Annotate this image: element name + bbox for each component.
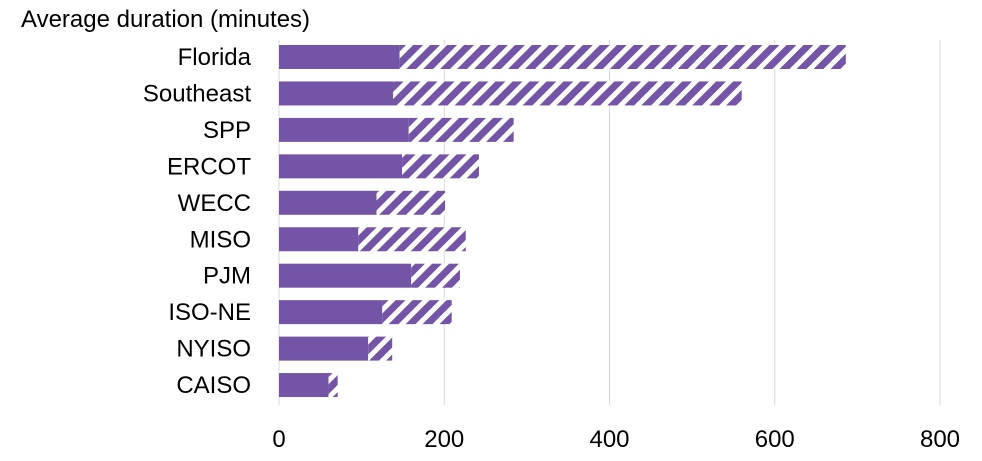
bar-miso-solid (279, 227, 359, 252)
bar-southeast-solid (279, 81, 394, 106)
bar-pjm-hatched (411, 263, 460, 288)
bar-nyiso-hatched (368, 336, 393, 361)
bar-spp-solid (279, 117, 409, 142)
bar-iso-ne-solid (279, 300, 383, 325)
category-label-spp: SPP (203, 117, 251, 144)
category-label-iso-ne: ISO-NE (168, 299, 251, 326)
x-tick-label-0: 0 (272, 426, 285, 453)
bar-florida-solid (279, 45, 400, 69)
bars (279, 45, 846, 398)
x-tick-label-600: 600 (755, 426, 795, 453)
x-axis-tick-labels: 0 200 400 600 800 (272, 426, 960, 453)
bar-wecc-solid (279, 190, 377, 215)
category-label-miso: MISO (190, 226, 251, 253)
category-label-pjm: PJM (203, 263, 251, 290)
bar-miso-hatched (358, 227, 466, 252)
chart-title: Average duration (minutes) (21, 6, 310, 33)
category-label-nyiso: NYISO (176, 336, 251, 363)
x-tick-label-400: 400 (589, 426, 629, 453)
bar-caiso-hatched (328, 373, 338, 398)
category-labels: Florida Southeast SPP ERCOT WECC MISO PJM ISO-N… (143, 44, 252, 399)
bar-caiso-solid (279, 373, 329, 398)
category-label-florida: Florida (178, 44, 252, 71)
bar-pjm-solid (279, 263, 412, 288)
category-label-ercot: ERCOT (167, 153, 251, 180)
x-tick-label-200: 200 (424, 426, 464, 453)
bar-wecc-hatched (376, 190, 446, 215)
category-label-wecc: WECC (178, 190, 251, 217)
bar-ercot-solid (279, 154, 403, 179)
bar-nyiso-solid (279, 336, 369, 361)
bar-spp-hatched (408, 117, 514, 142)
bar-iso-ne-hatched (382, 300, 452, 325)
category-label-caiso: CAISO (176, 372, 251, 399)
category-label-southeast: Southeast (143, 80, 251, 107)
bar-florida-hatched (399, 45, 846, 69)
bar-southeast-hatched (393, 81, 742, 106)
bar-ercot-hatched (402, 154, 479, 179)
x-tick-label-800: 800 (920, 426, 960, 453)
